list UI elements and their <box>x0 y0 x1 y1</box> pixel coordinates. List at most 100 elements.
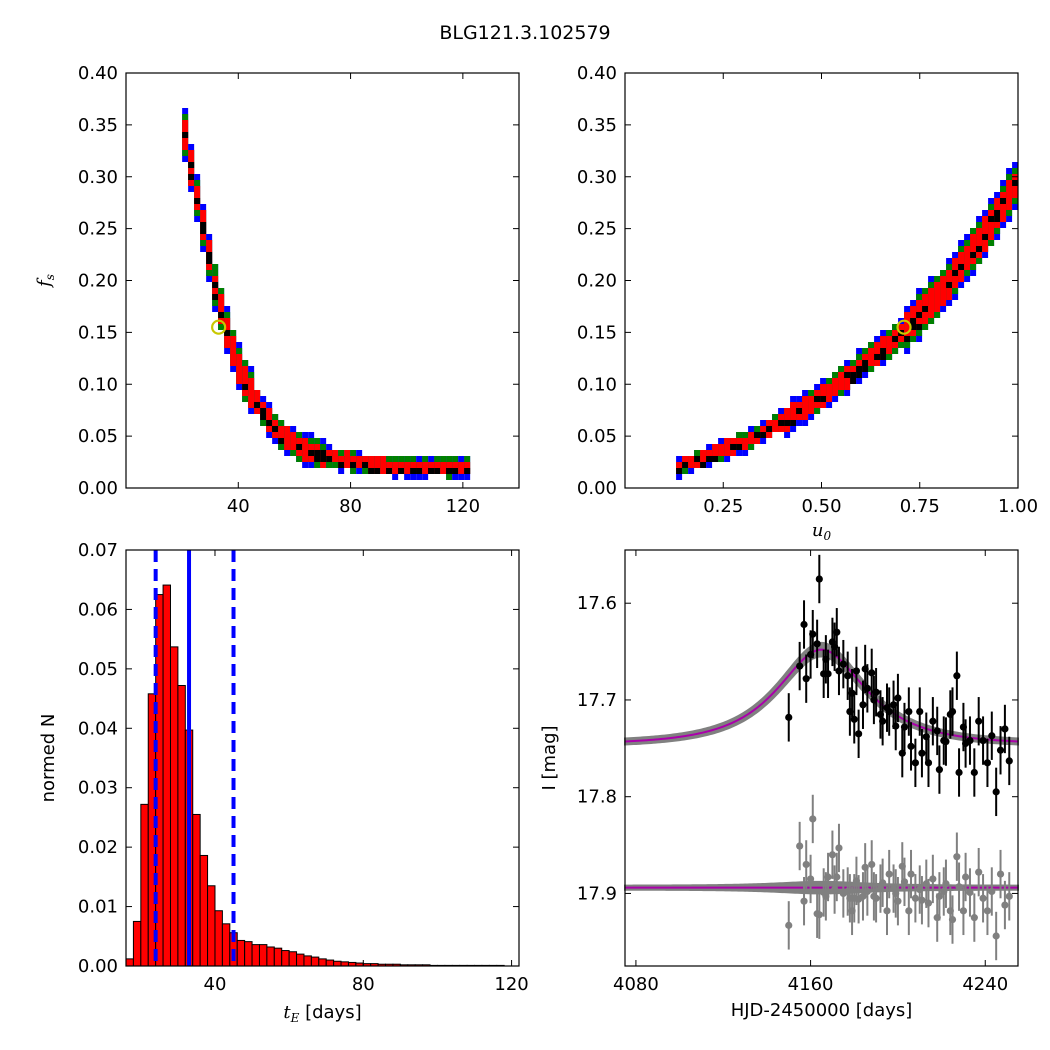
contour-core-cell <box>862 360 869 366</box>
contour-core-cell <box>946 282 953 288</box>
panel-tE_histogram: 40 80 120 0.00 0.01 0.02 0.03 0.04 0.05 0.06 0.07 n… <box>38 540 529 1025</box>
contour-band <box>718 444 725 456</box>
x-tick-label: 4080 <box>613 974 659 995</box>
contour-core-cell <box>314 450 321 456</box>
contour-band <box>290 432 297 450</box>
contour-band <box>230 336 237 366</box>
data-point <box>988 732 996 740</box>
data-point <box>996 870 1005 878</box>
data-point <box>966 888 974 897</box>
x-tick-label: 4240 <box>962 974 1008 995</box>
y-tick-label: 0.30 <box>78 167 118 188</box>
contour-band <box>826 384 833 402</box>
data-point <box>1001 725 1009 733</box>
x-tick-label: 40 <box>227 496 250 517</box>
contour-band <box>368 456 375 474</box>
best-fit-marker <box>896 319 912 335</box>
data-point <box>907 870 915 878</box>
contour-band <box>832 378 839 396</box>
histogram-bar <box>333 960 342 967</box>
y-tick-label: 0.05 <box>78 659 118 680</box>
histogram-bar <box>325 959 335 967</box>
data-point <box>796 842 804 850</box>
histogram-bar <box>303 955 312 967</box>
contour-band <box>356 456 363 468</box>
contour-core-cell <box>260 408 267 414</box>
histogram-bar <box>125 958 134 967</box>
histogram-bar <box>177 684 186 967</box>
x-tick-label: 0.50 <box>801 496 841 517</box>
contour-core-cell <box>398 468 405 474</box>
data-point <box>1005 757 1013 765</box>
histogram-bar <box>296 953 305 967</box>
data-point <box>885 707 893 716</box>
data-point <box>809 815 817 823</box>
contour-core-cell <box>970 252 977 258</box>
contour-band <box>964 246 971 270</box>
data-point <box>898 749 906 757</box>
contour-core-cell <box>206 252 213 258</box>
contour-cells <box>182 108 471 480</box>
contour-band <box>772 420 779 432</box>
x-axis-label: tE [days] <box>283 1002 361 1025</box>
data-point <box>844 672 852 680</box>
contour-core-cell <box>982 234 989 240</box>
contour-band <box>988 210 995 240</box>
contour-band <box>344 450 351 468</box>
contour-band <box>838 372 845 390</box>
contour-band <box>904 312 911 342</box>
contour-core-cell <box>272 426 279 432</box>
data-point <box>868 860 876 869</box>
data-point <box>970 914 978 922</box>
data-point <box>815 911 823 919</box>
data-point <box>905 907 913 915</box>
y-tick-label: 0.07 <box>78 540 118 561</box>
y-tick-label: 0.10 <box>577 374 617 395</box>
axes-frame <box>125 549 520 967</box>
histogram-bar <box>251 944 260 967</box>
data-point <box>863 684 871 692</box>
contour-core-cell <box>428 468 435 474</box>
data-point <box>942 880 950 888</box>
data-point <box>835 667 843 675</box>
contour-core-cell <box>910 324 917 330</box>
y-tick-label: 17.6 <box>577 593 617 614</box>
y-axis-label: I [mag] <box>539 725 560 790</box>
data-point <box>959 907 968 915</box>
data-point <box>1001 901 1009 909</box>
contour-core-cell <box>350 462 357 468</box>
contour-band <box>218 294 225 324</box>
histogram-bar <box>192 813 201 967</box>
contour-core-cell <box>320 456 327 462</box>
histogram-bar <box>132 920 142 967</box>
contour-core-cell <box>694 456 701 462</box>
contour-band <box>868 348 875 366</box>
contour-core-cell <box>182 132 189 138</box>
figure-title: BLG121.3.102579 <box>439 22 611 44</box>
y-tick-label: 0.40 <box>577 63 617 84</box>
contour-core-cell <box>910 318 917 324</box>
contour-core-cell <box>242 384 249 390</box>
data-point <box>824 873 832 881</box>
data-point <box>966 736 974 745</box>
y-tick-label: 0.04 <box>78 718 118 739</box>
histogram-bar <box>147 693 157 967</box>
contour-core-cell <box>790 420 797 426</box>
contour-band <box>790 402 797 426</box>
series-residuals <box>785 794 1013 961</box>
contour-core-cell <box>682 462 689 468</box>
contour-core-cell <box>188 162 195 168</box>
contour-band <box>380 456 387 474</box>
data-point <box>879 879 887 887</box>
contour-core-cell <box>994 210 1001 216</box>
contour-band <box>440 462 447 474</box>
histogram-bar <box>340 961 349 967</box>
contour-band <box>940 276 947 306</box>
histogram-bar <box>310 956 320 967</box>
data-point <box>975 868 983 876</box>
histogram-bar <box>281 950 290 967</box>
y-tick-label: 0.15 <box>577 322 617 343</box>
histogram-bar <box>199 854 209 967</box>
y-tick-label: 0.35 <box>577 115 617 136</box>
histogram-bar <box>162 584 171 967</box>
